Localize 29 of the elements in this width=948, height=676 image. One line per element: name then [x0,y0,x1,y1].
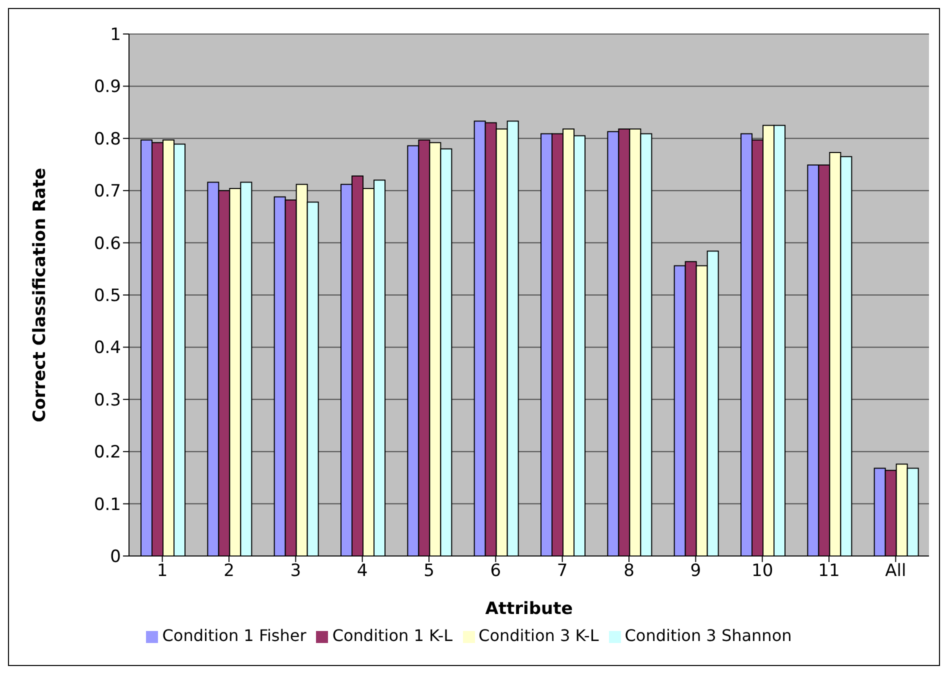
legend-label: Condition 3 K-L [478,626,599,645]
legend-label: Condition 1 Fisher [162,626,306,645]
x-tick-label: 10 [752,561,774,582]
y-tick-label: 1 [110,25,121,46]
x-tick-label: 2 [224,561,234,582]
y-tick-label: 0.9 [94,77,121,98]
x-tick-label: 3 [290,561,302,582]
y-tick-label: 0.4 [94,338,121,358]
x-tick-label: 9 [690,561,702,582]
x-tick-label: 8 [624,561,634,582]
y-tick-label: 0.8 [94,129,121,150]
x-tick-label: 11 [818,561,840,582]
x-tick-label: 1 [156,561,168,582]
y-tick-label: 0.2 [94,442,121,463]
y-tick-label: 0.7 [94,182,121,202]
x-tick-label: 6 [490,561,502,582]
y-tick-label: 0.3 [94,390,121,410]
x-axis-title: Attribute [485,599,573,619]
x-tick-label: All [885,561,906,582]
y-tick-label: 0.6 [94,234,121,254]
x-tick-label: 7 [556,561,568,582]
legend-label: Condition 1 K-L [332,626,453,645]
y-axis-title: Correct Classification Rate [30,168,50,422]
x-tick-label: 5 [424,561,434,582]
y-tick-label: 0.5 [94,286,121,306]
legend-label: Condition 3 Shannon [624,626,792,645]
y-tick-label: 0.1 [94,494,121,515]
x-tick-label: 4 [356,561,368,582]
y-tick-label: 0 [110,547,121,568]
